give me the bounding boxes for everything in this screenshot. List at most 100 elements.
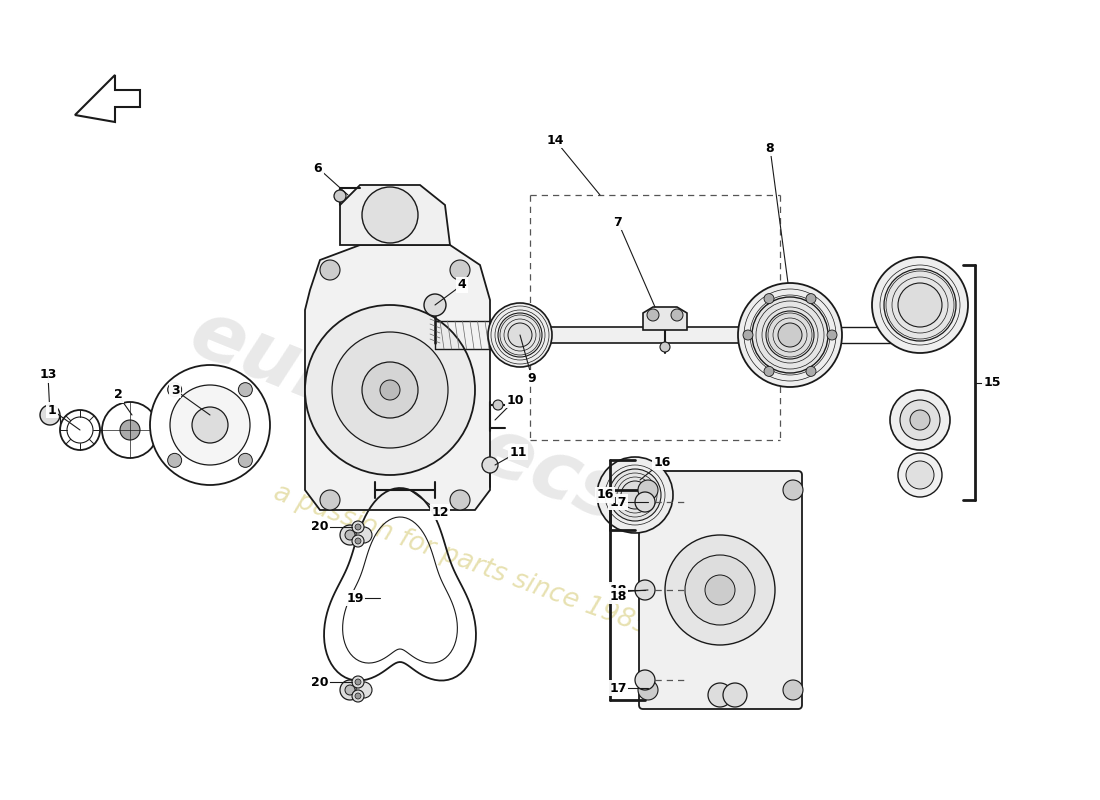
- Circle shape: [379, 380, 400, 400]
- Circle shape: [778, 323, 802, 347]
- Circle shape: [167, 382, 182, 397]
- Text: 17: 17: [609, 682, 627, 694]
- Text: 4: 4: [458, 278, 466, 291]
- Text: 1: 1: [47, 403, 56, 417]
- Circle shape: [597, 457, 673, 533]
- Circle shape: [638, 680, 658, 700]
- Circle shape: [239, 382, 252, 397]
- Circle shape: [356, 527, 372, 543]
- Circle shape: [660, 342, 670, 352]
- Circle shape: [352, 676, 364, 688]
- Circle shape: [783, 480, 803, 500]
- Circle shape: [872, 257, 968, 353]
- Circle shape: [424, 294, 446, 316]
- Text: eurospecs: eurospecs: [178, 293, 636, 539]
- Circle shape: [192, 407, 228, 443]
- Circle shape: [67, 417, 94, 443]
- Text: 16: 16: [653, 455, 671, 469]
- Text: 12: 12: [431, 506, 449, 518]
- Circle shape: [305, 305, 475, 475]
- Text: 6: 6: [314, 162, 322, 174]
- Circle shape: [635, 580, 654, 600]
- Circle shape: [60, 410, 100, 450]
- Circle shape: [621, 481, 649, 509]
- Text: 2: 2: [113, 389, 122, 402]
- Circle shape: [671, 309, 683, 321]
- Circle shape: [150, 365, 270, 485]
- Text: 18: 18: [609, 583, 627, 597]
- Circle shape: [345, 530, 355, 540]
- Circle shape: [352, 535, 364, 547]
- Circle shape: [239, 454, 252, 467]
- Text: a passion for parts since 1985: a passion for parts since 1985: [271, 480, 653, 640]
- Circle shape: [752, 297, 828, 373]
- Circle shape: [102, 402, 158, 458]
- Text: 16: 16: [596, 489, 614, 502]
- Circle shape: [355, 693, 361, 699]
- Text: 13: 13: [40, 369, 57, 382]
- Circle shape: [334, 190, 346, 202]
- Polygon shape: [340, 185, 450, 245]
- Circle shape: [647, 309, 659, 321]
- Bar: [490, 327, 820, 343]
- Polygon shape: [75, 75, 140, 122]
- Circle shape: [450, 260, 470, 280]
- Text: 3: 3: [170, 383, 179, 397]
- Circle shape: [355, 679, 361, 685]
- Circle shape: [766, 311, 814, 359]
- Text: 9: 9: [528, 371, 537, 385]
- Circle shape: [355, 538, 361, 544]
- Circle shape: [508, 323, 532, 347]
- Text: 17: 17: [609, 495, 627, 509]
- Text: 8: 8: [766, 142, 774, 154]
- Circle shape: [498, 313, 542, 357]
- Text: 10: 10: [506, 394, 524, 406]
- Circle shape: [910, 410, 930, 430]
- Circle shape: [764, 366, 774, 376]
- Text: 19: 19: [346, 591, 364, 605]
- Circle shape: [884, 269, 956, 341]
- Circle shape: [340, 680, 360, 700]
- Circle shape: [120, 420, 140, 440]
- Circle shape: [685, 555, 755, 625]
- Circle shape: [167, 454, 182, 467]
- Text: 14: 14: [547, 134, 563, 146]
- Circle shape: [40, 405, 60, 425]
- Circle shape: [355, 524, 361, 530]
- Circle shape: [827, 330, 837, 340]
- Circle shape: [320, 260, 340, 280]
- Circle shape: [450, 490, 470, 510]
- Text: 17: 17: [609, 586, 627, 598]
- Circle shape: [356, 682, 372, 698]
- Circle shape: [738, 283, 842, 387]
- Circle shape: [345, 685, 355, 695]
- Circle shape: [783, 680, 803, 700]
- Text: 20: 20: [311, 675, 329, 689]
- Circle shape: [320, 490, 340, 510]
- Circle shape: [362, 187, 418, 243]
- Circle shape: [806, 294, 816, 304]
- Circle shape: [362, 362, 418, 418]
- Circle shape: [890, 390, 950, 450]
- Circle shape: [635, 492, 654, 512]
- Circle shape: [705, 575, 735, 605]
- Circle shape: [340, 525, 360, 545]
- Circle shape: [352, 690, 364, 702]
- Circle shape: [635, 670, 654, 690]
- Circle shape: [806, 366, 816, 376]
- Circle shape: [609, 469, 661, 521]
- Circle shape: [708, 683, 732, 707]
- Circle shape: [906, 461, 934, 489]
- Text: 15: 15: [983, 377, 1001, 390]
- Circle shape: [723, 683, 747, 707]
- Circle shape: [900, 400, 940, 440]
- Circle shape: [742, 330, 754, 340]
- Text: 18: 18: [609, 590, 627, 602]
- Circle shape: [170, 385, 250, 465]
- Circle shape: [488, 303, 552, 367]
- Circle shape: [493, 400, 503, 410]
- Text: 20: 20: [311, 521, 329, 534]
- Circle shape: [482, 457, 498, 473]
- Circle shape: [332, 332, 448, 448]
- Circle shape: [638, 480, 658, 500]
